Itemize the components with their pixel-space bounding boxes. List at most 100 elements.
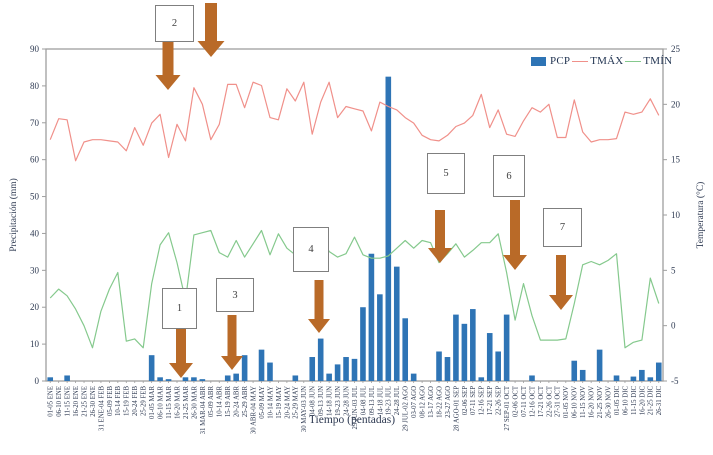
- pcp-bar: [233, 373, 239, 381]
- x-tick-label: 24-28 JUN: [343, 386, 350, 416]
- x-tick-label: 20-24 ABR: [234, 386, 241, 418]
- x-tick-label: 06-10 MAR: [158, 386, 165, 420]
- y-right-tick-label: 25: [671, 44, 681, 54]
- x-tick-label: 16-20 NOV: [589, 386, 596, 418]
- pcp-bar: [241, 355, 248, 381]
- y-left-tick-label: 80: [30, 81, 40, 91]
- x-tick-label: 13-17 AGO: [428, 386, 435, 418]
- pcp-bar: [47, 377, 54, 381]
- pcp-bar: [182, 377, 189, 381]
- x-tick-label: 25-29 MAY: [293, 386, 300, 419]
- pcp-bar: [495, 351, 501, 381]
- x-tick-label: 06-10 NOV: [572, 386, 579, 418]
- pcp-bar: [64, 375, 70, 381]
- pcp-bar: [630, 376, 637, 381]
- y-left-tick-label: 70: [30, 118, 40, 128]
- x-tick-label: 28 AGO-01 SEP: [453, 386, 460, 432]
- pcp-bar: [486, 333, 493, 381]
- x-tick-label: 09-13 JUL: [369, 386, 376, 415]
- x-tick-label: 22-26 SEP: [496, 386, 503, 415]
- x-tick-label: 29 JUN-03 JUL: [352, 386, 359, 429]
- y-left-tick-label: 30: [30, 265, 40, 275]
- chart-legend: PCP TMÁX TMÍN: [531, 55, 672, 67]
- x-tick-label: 19-23 JUN: [335, 386, 342, 416]
- pcp-bar: [258, 349, 265, 381]
- x-tick-label: 31 ENE-04 FEB: [98, 386, 105, 431]
- x-tick-label: 11-15 DIC: [631, 386, 638, 415]
- legend-label-tmin: TMÍN: [643, 55, 673, 67]
- pcp-bar: [334, 364, 341, 381]
- x-tick-label: 06-10 DIC: [622, 386, 629, 416]
- x-tick-label: 30 MAY-03 JUN: [301, 386, 308, 432]
- annotation-box-6: 6: [493, 155, 525, 197]
- pcp-bar: [377, 294, 383, 381]
- x-tick-label: 02-06 SEP: [462, 386, 469, 415]
- x-tick-label: 10-14 FEB: [115, 386, 122, 416]
- x-tick-label: 10-14 MAY: [267, 386, 274, 419]
- pcp-bar: [655, 362, 662, 381]
- pcp-bar: [165, 379, 172, 381]
- x-tick-label: 01-05 NOV: [563, 386, 570, 418]
- x-tick-label: 29 JUL-02 AGO: [403, 386, 410, 431]
- x-tick-label: 07-11 OCT: [521, 385, 528, 417]
- pcp-bar: [639, 369, 645, 381]
- pcp-bar: [224, 375, 231, 381]
- legend-label-tmax: TMÁX: [590, 55, 624, 67]
- x-tick-label: 22-26 OCT: [546, 385, 553, 417]
- annotation-box-7: 7: [543, 208, 582, 247]
- pcp-bar: [436, 351, 442, 381]
- y-left-tick-label: 10: [30, 339, 40, 349]
- x-tick-label: 04-08 JUN: [310, 386, 317, 416]
- pcp-bar: [571, 360, 578, 381]
- x-tick-label: 11-15 MAR: [166, 386, 173, 419]
- x-tick-label: 12-16 SEP: [479, 386, 486, 415]
- x-tick-label: 25-29 FEB: [141, 386, 148, 416]
- x-tick-label: 21-25 MAR: [183, 386, 190, 420]
- pcp-bar: [410, 373, 417, 381]
- y-left-tick-label: 0: [35, 376, 40, 386]
- tmin-line-icon: [625, 60, 642, 62]
- y-left-tick-label: 50: [30, 192, 40, 202]
- annotation-box-5: 5: [427, 153, 465, 194]
- y-left-tick-label: 60: [30, 155, 40, 165]
- legend-label-pcp: PCP: [550, 55, 571, 67]
- pcp-bar: [343, 357, 349, 381]
- pcp-bar: [461, 323, 468, 381]
- annotation-arrow-icon-5: [308, 280, 330, 333]
- annotation-arrow-icon-3: [169, 327, 193, 378]
- pcp-bar: [402, 318, 409, 381]
- pcp-bar: [596, 349, 603, 381]
- x-tick-label: 21-25 ENE: [81, 386, 88, 417]
- x-tick-label: 26-31 DIC: [656, 386, 663, 416]
- x-tick-label: 27-31 OCT: [555, 385, 562, 417]
- x-tick-label: 05-09 FEB: [107, 386, 114, 416]
- x-tick-label: 18-22 AGO: [436, 386, 443, 418]
- pcp-bar: [647, 377, 654, 381]
- y-right-tick-label: 10: [671, 210, 681, 220]
- x-tick-label: 07-11 SEP: [470, 386, 477, 415]
- pcp-swatch-icon: [531, 56, 546, 66]
- x-tick-label: 15-19 FEB: [124, 386, 131, 416]
- pcp-bar: [351, 358, 358, 381]
- y-right-tick-label: 15: [671, 155, 681, 165]
- x-tick-label: 30 ABR-04 MAY: [250, 386, 257, 434]
- annotation-box-3: 3: [216, 278, 254, 312]
- annotation-arrow-icon-6: [428, 210, 452, 263]
- y-axis-label-left: Precipitación (mm): [9, 178, 19, 252]
- annotation-arrow-icon-8: [549, 255, 573, 310]
- pcp-bar: [267, 362, 273, 381]
- x-tick-label: 05-09 ABR: [208, 386, 215, 418]
- annotation-box-4: 4: [293, 227, 329, 272]
- pcp-bar: [317, 338, 324, 381]
- pcp-bar: [613, 375, 620, 381]
- x-tick-label: 19-23 JUL: [386, 386, 393, 415]
- x-tick-label: 14-18 JUL: [377, 386, 384, 415]
- tmax-line-icon: [572, 60, 589, 62]
- y-left-tick-label: 40: [30, 228, 40, 238]
- pcp-bar: [444, 357, 451, 381]
- pcp-bar: [470, 309, 476, 381]
- x-tick-label: 21-25 DIC: [648, 386, 655, 416]
- pcp-bar: [478, 377, 485, 381]
- x-tick-label: 26-30 MAR: [191, 386, 198, 420]
